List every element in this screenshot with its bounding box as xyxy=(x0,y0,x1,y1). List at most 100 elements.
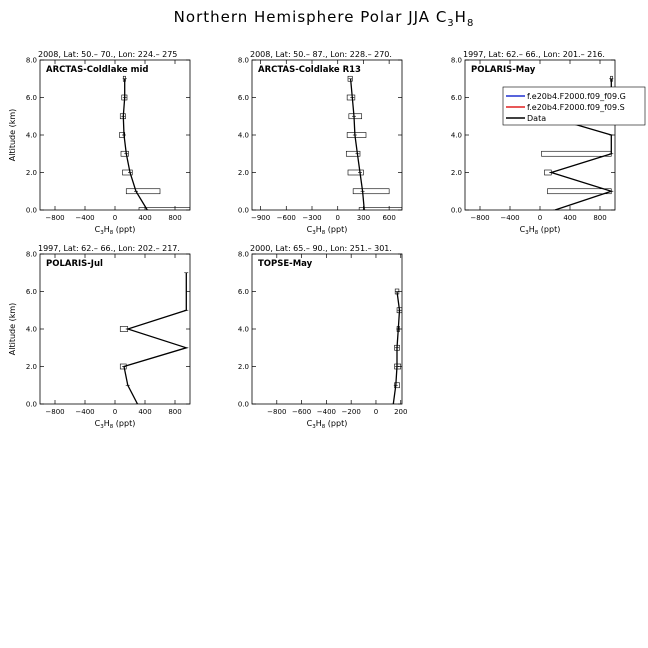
legend-entry-3: Data xyxy=(527,114,546,123)
x-axis-label: C3H8 (ppt) xyxy=(307,225,348,236)
x-tick-label: 0 xyxy=(538,214,542,222)
y-tick-label: 0.0 xyxy=(238,401,249,409)
plot-frame xyxy=(39,59,191,211)
x-tick-label: 200 xyxy=(394,408,407,416)
legend-entry-2: f.e20b4.F2000.f09_f09.S xyxy=(527,103,625,112)
series-line-1 xyxy=(349,78,365,210)
y-tick-label: 2.0 xyxy=(26,169,37,177)
range-box-5 xyxy=(346,132,367,138)
y-tick-label: 4.0 xyxy=(26,326,37,334)
range-box-4 xyxy=(120,150,129,157)
x-tick-label: −400 xyxy=(317,408,336,416)
x-tick-label: −900 xyxy=(251,214,270,222)
range-box-2 xyxy=(125,188,161,195)
panel-label: TOPSE-May xyxy=(258,259,313,269)
x-tick-label: 0 xyxy=(374,408,378,416)
x-tick-label: −300 xyxy=(302,214,321,222)
series-line-1 xyxy=(122,78,148,210)
x-tick-label: −600 xyxy=(277,214,296,222)
x-axis-label: C3H8 (ppt) xyxy=(95,419,136,430)
y-tick-label: 2.0 xyxy=(238,169,249,177)
panel-label: POLARIS-May xyxy=(471,65,536,75)
plot-frame xyxy=(251,59,403,211)
chart-panel-5: −800 −600 −400 −200 0 200 0.0 2.0 4.0 6.0 8.02000,… xyxy=(238,244,408,430)
x-tick-label: −600 xyxy=(292,408,311,416)
range-box-6 xyxy=(348,113,363,120)
range-box-2 xyxy=(352,188,390,195)
range-box-3 xyxy=(541,150,612,157)
x-tick-label: −400 xyxy=(75,408,94,416)
x-tick-label: 0 xyxy=(113,408,117,416)
legend-entry-1: f.e20b4.F2000.f09_f09.G xyxy=(527,92,626,101)
x-tick-label: 300 xyxy=(357,214,370,222)
x-tick-label: 0 xyxy=(113,214,117,222)
data-layer xyxy=(391,288,402,404)
y-tick-label: 8.0 xyxy=(238,57,249,65)
x-tick-label: 400 xyxy=(138,214,151,222)
y-tick-label: 6.0 xyxy=(238,288,249,296)
y-tick-label: 6.0 xyxy=(26,288,37,296)
y-tick-label: 4.0 xyxy=(238,326,249,334)
legend-box xyxy=(502,86,646,126)
figure-title: Northern Hemisphere Polar JJA C3H8 xyxy=(173,8,475,29)
panel-subtitle: 1997, Lat: 62.– 66., Lon: 201.– 216. xyxy=(463,50,605,59)
x-tick-label: −800 xyxy=(470,214,489,222)
x-axis-label: C3H8 (ppt) xyxy=(520,225,561,236)
x-tick-label: −400 xyxy=(500,214,519,222)
x-tick-label: 0 xyxy=(335,214,339,222)
y-tick-label: 2.0 xyxy=(451,169,462,177)
x-tick-label: 400 xyxy=(138,408,151,416)
panel-label: ARCTAS-Coldlake R13 xyxy=(258,65,361,75)
series-line-1 xyxy=(123,272,189,404)
legend: f.e20b4.F2000.f09_f09.G f.e20b4.F2000.f09… xyxy=(502,86,646,126)
data-layer xyxy=(345,75,402,210)
y-tick-label: 0.0 xyxy=(26,401,37,409)
chart-panel-2: −900 −600 −300 0 300 600 0.0 2.0 4.0 6.0 8.02008, … xyxy=(238,50,403,236)
panel-label: ARCTAS-Coldlake mid xyxy=(46,65,148,75)
y-tick-label: 6.0 xyxy=(26,94,37,102)
panel-label: POLARIS-Jul xyxy=(46,259,103,269)
range-box-3 xyxy=(347,169,364,176)
y-tick-label: 8.0 xyxy=(451,57,462,65)
y-tick-label: 4.0 xyxy=(451,132,462,140)
data-layer xyxy=(119,75,190,210)
y-tick-label: 8.0 xyxy=(26,251,37,259)
x-tick-label: −400 xyxy=(75,214,94,222)
range-box-3 xyxy=(122,169,133,176)
x-tick-label: 800 xyxy=(168,214,181,222)
y-tick-label: 6.0 xyxy=(451,94,462,102)
y-tick-label: 8.0 xyxy=(238,251,249,259)
range-box-7 xyxy=(346,94,356,101)
x-tick-label: 400 xyxy=(563,214,576,222)
x-tick-label: 800 xyxy=(593,214,606,222)
y-tick-label: 6.0 xyxy=(238,94,249,102)
panel-subtitle: 2000, Lat: 65.– 90., Lon: 251.– 301. xyxy=(250,244,392,253)
y-tick-label: 0.0 xyxy=(26,207,37,215)
y-axis-label: Altitude (km) xyxy=(8,109,17,161)
y-tick-label: 0.0 xyxy=(238,207,249,215)
plot-frame xyxy=(464,59,616,211)
y-tick-label: 8.0 xyxy=(26,57,37,65)
panel-subtitle: 2008, Lat: 50.– 87., Lon: 228.– 270. xyxy=(250,50,392,59)
y-tick-label: 4.0 xyxy=(26,132,37,140)
range-box-4 xyxy=(345,150,361,157)
plot-frame xyxy=(39,253,191,405)
y-axis-label: Altitude (km) xyxy=(8,303,17,355)
x-axis-label: C3H8 (ppt) xyxy=(95,225,136,236)
data-layer xyxy=(119,272,189,404)
x-tick-label: 800 xyxy=(168,408,181,416)
plot-frame xyxy=(251,253,403,405)
x-tick-label: 600 xyxy=(382,214,395,222)
range-box-1 xyxy=(138,207,190,210)
x-axis-label: C3H8 (ppt) xyxy=(307,419,348,430)
panel-subtitle: 2008, Lat: 50.– 70., Lon: 224.– 275 xyxy=(38,50,177,59)
y-tick-label: 2.0 xyxy=(26,363,37,371)
y-tick-label: 0.0 xyxy=(451,207,462,215)
x-tick-label: −200 xyxy=(342,408,361,416)
range-box-1 xyxy=(547,188,612,195)
range-box-1 xyxy=(358,207,402,210)
